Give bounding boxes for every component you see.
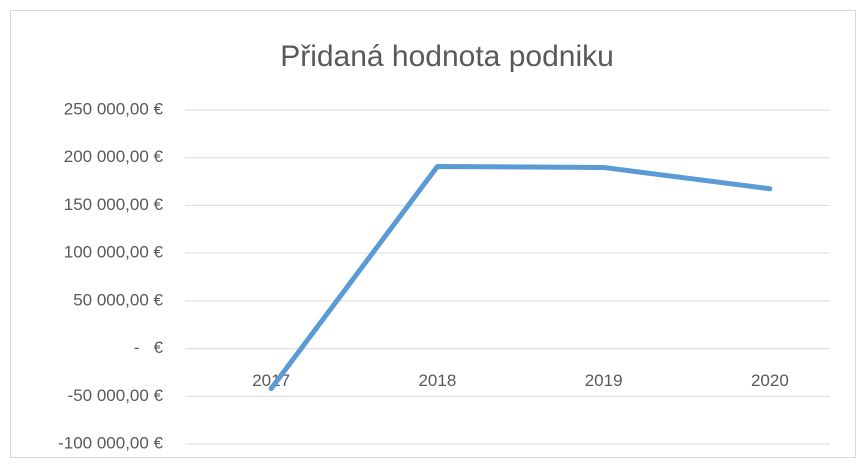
- y-tick-label: 50 000,00 €: [73, 290, 163, 309]
- x-tick-label: 2020: [751, 371, 789, 390]
- y-tick-label: 250 000,00 €: [64, 99, 164, 118]
- y-tick-label: - €: [134, 338, 164, 357]
- y-tick-label: 200 000,00 €: [64, 147, 164, 166]
- y-tick-label: -100 000,00 €: [58, 433, 163, 452]
- chart-border: [10, 10, 856, 458]
- x-tick-label: 2018: [418, 371, 456, 390]
- y-tick-label: 150 000,00 €: [64, 195, 164, 214]
- data-line: [268, 163, 773, 392]
- x-tick-label: 2019: [585, 371, 623, 390]
- chart-title: Přidaná hodnota podniku: [280, 40, 614, 73]
- y-tick-label: 100 000,00 €: [64, 243, 164, 262]
- y-tick-label: -50 000,00 €: [68, 386, 164, 405]
